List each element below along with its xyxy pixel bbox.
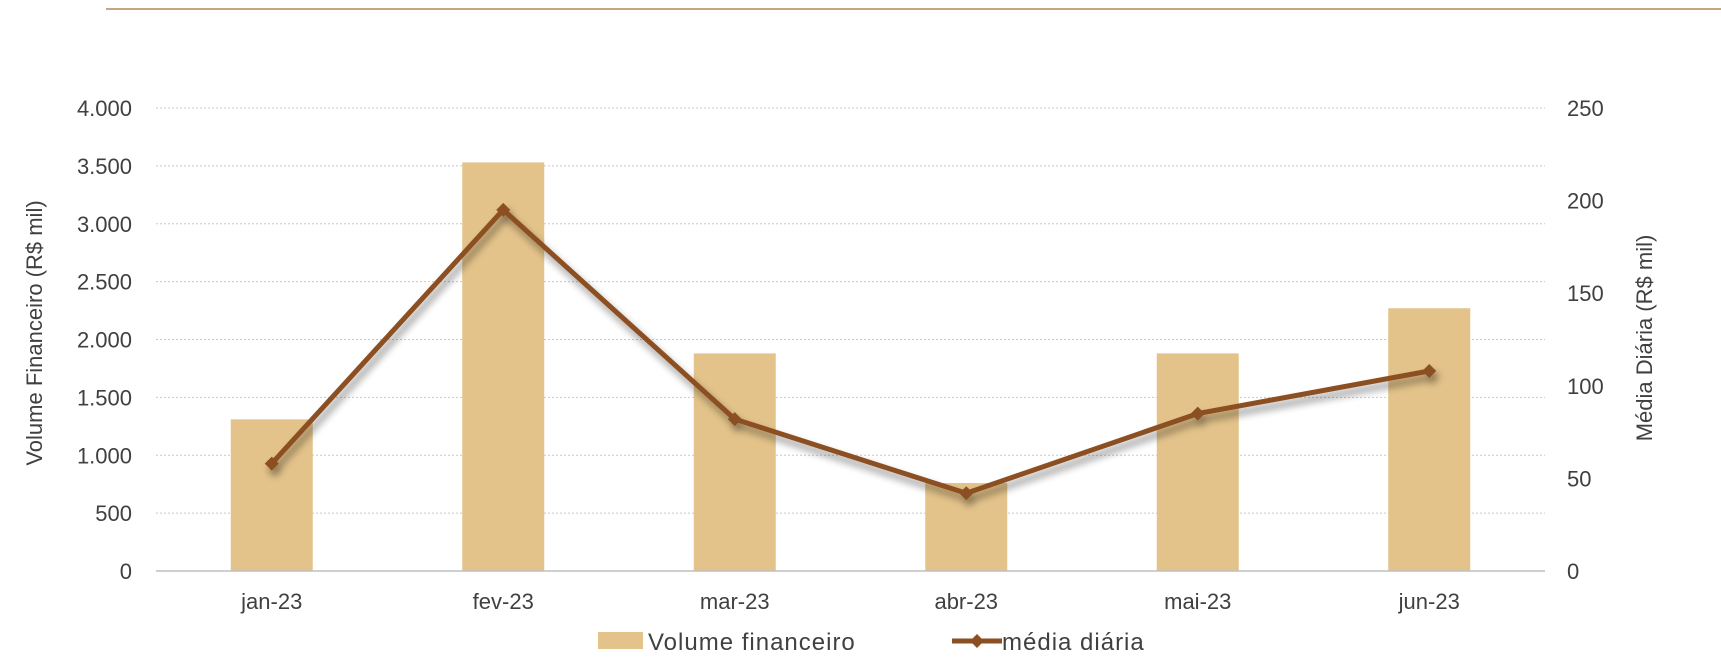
bar [693,353,776,571]
x-axis-ticks: jan-23 fev-23 mar-23 abr-23 mai-23 jun-23 [240,589,1460,614]
x-tick-label: jun-23 [1398,589,1460,614]
y-tick-label: 0 [120,559,132,584]
legend-swatch-media-marker [970,634,984,648]
y-tick-label: 4.000 [77,96,132,121]
y2-tick-label: 0 [1567,559,1579,584]
y2-tick-label: 100 [1567,374,1604,399]
line-point [496,202,511,217]
x-tick-label: abr-23 [934,589,998,614]
bar [230,419,313,571]
y-axis-ticks: 0 500 1.000 1.500 2.000 2.500 3.000 3.500 4.000 [77,96,132,584]
y2-tick-label: 200 [1567,189,1604,214]
x-tick-label: mai-23 [1164,589,1231,614]
x-tick-label: jan-23 [240,589,302,614]
legend-label-media: média diária [1002,629,1145,656]
legend-swatch-volume [598,632,643,649]
y2-axis-ticks: 0 50 100 150 200 250 [1567,96,1604,584]
line-series [264,202,1437,501]
y-tick-label: 1.500 [77,385,132,410]
legend-label-volume: Volume financeiro [648,629,856,656]
line-point [727,412,742,427]
y2-tick-label: 250 [1567,96,1604,121]
line-point [264,456,279,471]
y2-tick-label: 150 [1567,281,1604,306]
legend: Volume financeiro média diária [598,629,1145,656]
line-point [1422,363,1437,378]
y-tick-label: 3.500 [77,154,132,179]
bar [1156,353,1239,571]
y2-axis-label: Média Diária (R$ mil) [1632,235,1657,442]
y-tick-label: 2.000 [77,328,132,353]
bar [1388,308,1471,571]
x-tick-label: mar-23 [700,589,770,614]
y-tick-label: 2.500 [77,270,132,295]
bar [462,162,545,571]
line-point [959,486,974,501]
y-tick-label: 3.000 [77,212,132,237]
y-tick-label: 1.000 [77,443,132,468]
y-tick-label: 500 [95,501,132,526]
grid-lines [156,107,1545,514]
series-line [269,207,1430,496]
y-axis-label: Volume Financeiro (R$ mil) [22,200,47,465]
line-point [1190,406,1205,421]
x-tick-label: fev-23 [473,589,534,614]
y2-tick-label: 50 [1567,466,1591,491]
